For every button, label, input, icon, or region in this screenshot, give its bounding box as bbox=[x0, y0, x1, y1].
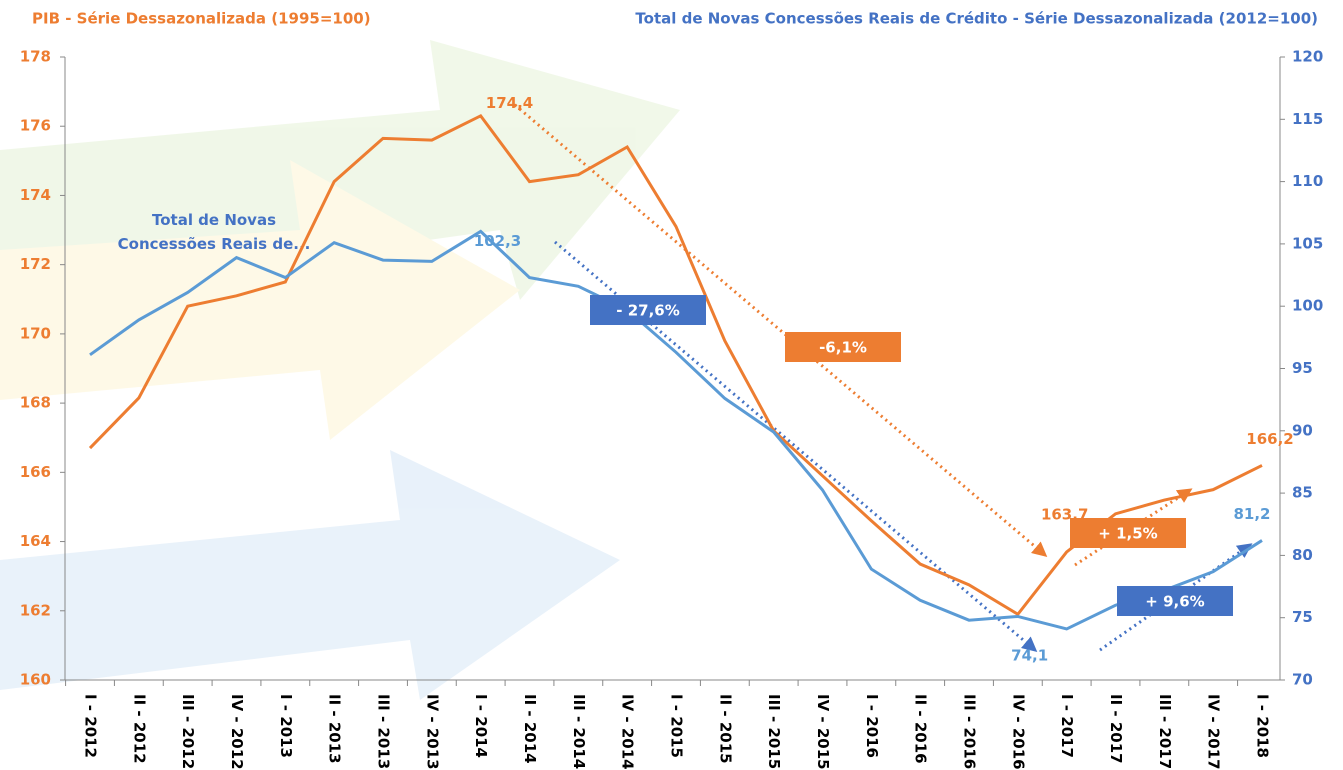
x-tick-label: II - 2012 bbox=[130, 694, 148, 764]
x-tick-label: II - 2017 bbox=[1107, 694, 1125, 764]
trend-arrow bbox=[1074, 488, 1193, 567]
series-line bbox=[89, 229, 1263, 631]
y2-tick-label: 100 bbox=[1292, 297, 1323, 315]
annotation-text: - 27,6% bbox=[616, 302, 680, 320]
y2-tick-label: 75 bbox=[1292, 608, 1313, 626]
x-tick-label: III - 2016 bbox=[961, 694, 979, 769]
y2-tick-label: 95 bbox=[1292, 359, 1313, 377]
annotation-box bbox=[1070, 518, 1186, 548]
x-tick-label: II - 2013 bbox=[326, 694, 344, 764]
y2-axis-title: Total de Novas Concessões Reais de Crédi… bbox=[635, 10, 1318, 28]
y-tick-label: 176 bbox=[20, 117, 51, 135]
y2-tick-label: 120 bbox=[1292, 48, 1323, 66]
y2-tick-label: 110 bbox=[1292, 172, 1323, 190]
y-tick-label: 162 bbox=[20, 601, 51, 619]
y-tick-label: 170 bbox=[20, 324, 51, 342]
y2-tick-label: 105 bbox=[1292, 234, 1323, 252]
annotation-text: + 1,5% bbox=[1098, 525, 1157, 543]
y2-tick-label: 85 bbox=[1292, 484, 1313, 502]
y2-tick-label: 115 bbox=[1292, 110, 1323, 128]
annotation-box bbox=[1117, 586, 1233, 616]
data-label: 102,3 bbox=[474, 232, 521, 250]
x-tick-label: IV - 2014 bbox=[619, 694, 637, 770]
x-tick-label: I - 2016 bbox=[863, 694, 881, 758]
x-tick-label: IV - 2015 bbox=[814, 694, 832, 770]
x-tick-label: I - 2017 bbox=[1058, 694, 1076, 758]
y2-tick-label: 70 bbox=[1292, 671, 1313, 689]
y-tick-label: 164 bbox=[20, 532, 51, 550]
data-label: 174,4 bbox=[486, 94, 533, 112]
x-tick-label: I - 2015 bbox=[668, 694, 686, 758]
y-tick-label: 166 bbox=[20, 463, 51, 481]
x-tick-label: III - 2015 bbox=[765, 694, 783, 769]
background-arrows bbox=[0, 40, 680, 700]
y-tick-label: 174 bbox=[20, 186, 51, 204]
series-label: Total de Novas Concessões Reais de... bbox=[118, 211, 311, 253]
annotation-text: -6,1% bbox=[819, 339, 867, 357]
y2-tick-label: 90 bbox=[1292, 421, 1313, 439]
trend-arrow bbox=[514, 103, 1048, 557]
annotation-box bbox=[590, 295, 706, 325]
y-tick-label: 168 bbox=[20, 394, 51, 412]
x-tick-label: IV - 2017 bbox=[1205, 694, 1223, 770]
series-line bbox=[88, 113, 1263, 617]
x-tick-label: I - 2012 bbox=[82, 694, 100, 758]
annotation-box bbox=[785, 332, 901, 362]
x-tick-label: I - 2018 bbox=[1254, 694, 1272, 758]
x-tick-label: III - 2013 bbox=[375, 694, 393, 769]
y-tick-label: 160 bbox=[20, 671, 51, 689]
y2-tick-label: 80 bbox=[1292, 546, 1313, 564]
data-label: 166,2 bbox=[1246, 430, 1293, 448]
x-tick-label: IV - 2016 bbox=[1009, 694, 1027, 770]
y-axis-title: PIB - Série Dessazonalizada (1995=100) bbox=[32, 10, 371, 28]
x-tick-label: IV - 2012 bbox=[228, 694, 246, 770]
x-tick-label: II - 2016 bbox=[912, 694, 930, 764]
y-tick-label: 178 bbox=[20, 48, 51, 66]
x-tick-label: I - 2014 bbox=[472, 694, 490, 758]
annotation-text: + 9,6% bbox=[1145, 593, 1204, 611]
x-tick-label: II - 2015 bbox=[716, 694, 734, 764]
y-tick-label: 172 bbox=[20, 255, 51, 273]
x-tick-label: III - 2017 bbox=[1156, 694, 1174, 769]
x-tick-label: I - 2013 bbox=[277, 694, 295, 758]
x-tick-label: IV - 2013 bbox=[423, 694, 441, 770]
x-tick-label: III - 2012 bbox=[179, 694, 197, 769]
data-label: 74,1 bbox=[1011, 646, 1048, 664]
x-tick-label: II - 2014 bbox=[521, 694, 539, 764]
x-tick-label: III - 2014 bbox=[570, 694, 588, 769]
data-label: 81,2 bbox=[1233, 505, 1270, 523]
